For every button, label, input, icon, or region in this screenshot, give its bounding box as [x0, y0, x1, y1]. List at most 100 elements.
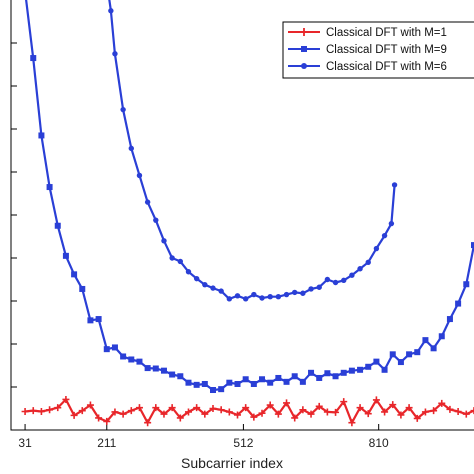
data-point — [30, 55, 37, 62]
data-point — [446, 316, 453, 323]
data-point — [144, 365, 151, 372]
data-point — [136, 172, 143, 179]
data-point — [46, 184, 53, 191]
data-point — [438, 333, 445, 340]
data-point — [185, 379, 192, 386]
data-point — [259, 376, 266, 383]
data-point — [209, 405, 217, 412]
data-point — [242, 376, 249, 383]
data-point — [258, 409, 266, 417]
data-point — [234, 411, 242, 419]
data-point — [234, 293, 241, 299]
data-point — [78, 407, 86, 415]
data-point — [307, 410, 315, 418]
data-point — [103, 346, 110, 353]
data-point — [471, 242, 474, 249]
data-point — [349, 272, 355, 278]
data-point — [372, 396, 380, 404]
data-point — [160, 367, 167, 374]
series-2 — [25, 0, 474, 394]
data-point — [37, 408, 45, 416]
data-point — [111, 408, 119, 416]
data-point — [275, 294, 282, 300]
legend-label-m9: Classical DFT with M=9 — [326, 44, 447, 56]
data-point — [70, 411, 78, 419]
data-point — [340, 369, 347, 376]
data-point — [348, 419, 356, 427]
data-point — [389, 351, 396, 358]
legend-label-m6: Classical DFT with M=6 — [326, 61, 447, 73]
data-point — [21, 408, 29, 416]
data-point — [120, 106, 126, 113]
data-point — [95, 414, 103, 422]
x-tick-label: 512 — [233, 436, 253, 450]
data-point — [365, 363, 372, 370]
data-point — [357, 266, 363, 272]
data-point — [184, 408, 192, 416]
series-3 — [108, 0, 398, 302]
data-point — [128, 356, 135, 363]
data-point — [103, 417, 111, 425]
data-point — [406, 351, 413, 358]
data-point — [291, 414, 299, 422]
data-point — [201, 380, 208, 387]
data-point — [430, 345, 437, 352]
data-point — [381, 232, 388, 239]
data-point — [128, 145, 134, 152]
data-point — [470, 407, 474, 415]
data-point — [341, 277, 347, 284]
data-point — [169, 371, 176, 378]
data-point — [365, 259, 371, 265]
data-point — [54, 222, 61, 229]
data-point — [226, 379, 233, 386]
data-point — [234, 380, 241, 387]
data-point — [177, 373, 184, 380]
data-point — [388, 220, 395, 227]
data-point — [308, 286, 314, 292]
data-point — [316, 374, 323, 381]
data-point — [414, 349, 421, 356]
data-point — [340, 398, 348, 406]
legend-entry-m6: Classical DFT with M=6 — [288, 61, 447, 73]
data-point — [177, 258, 184, 265]
data-point — [291, 373, 298, 380]
data-point — [62, 395, 70, 403]
data-point — [79, 285, 86, 292]
data-point — [259, 295, 265, 301]
data-point — [324, 276, 331, 283]
data-point — [112, 51, 118, 57]
data-point — [108, 8, 114, 14]
data-point — [152, 404, 160, 412]
data-point — [316, 284, 322, 290]
data-point — [381, 366, 388, 373]
data-point — [153, 217, 159, 223]
data-point — [283, 378, 290, 385]
data-point — [299, 378, 306, 385]
data-point — [251, 291, 257, 298]
data-point — [332, 373, 339, 380]
x-axis-ticks: 31 211 512 810 — [18, 424, 389, 450]
data-point — [446, 405, 454, 413]
data-point — [242, 404, 250, 412]
data-point — [54, 404, 62, 412]
x-tick-label: 211 — [97, 436, 116, 450]
legend-marker-m6 — [301, 63, 307, 69]
data-point — [152, 365, 159, 372]
data-point — [29, 407, 37, 415]
data-point — [300, 290, 306, 296]
legend-marker-m1 — [300, 28, 308, 36]
data-point — [201, 410, 209, 418]
data-point — [168, 404, 176, 412]
data-point — [136, 358, 143, 365]
data-point — [193, 381, 200, 388]
data-point — [111, 344, 118, 351]
data-point — [462, 410, 470, 418]
data-point — [422, 337, 429, 344]
data-point — [161, 238, 167, 244]
x-axis-label: Subcarrier index — [181, 455, 283, 471]
legend-entry-m1: Classical DFT with M=1 — [288, 27, 447, 39]
data-point — [46, 406, 54, 414]
data-point — [185, 269, 192, 275]
data-point — [225, 408, 233, 416]
